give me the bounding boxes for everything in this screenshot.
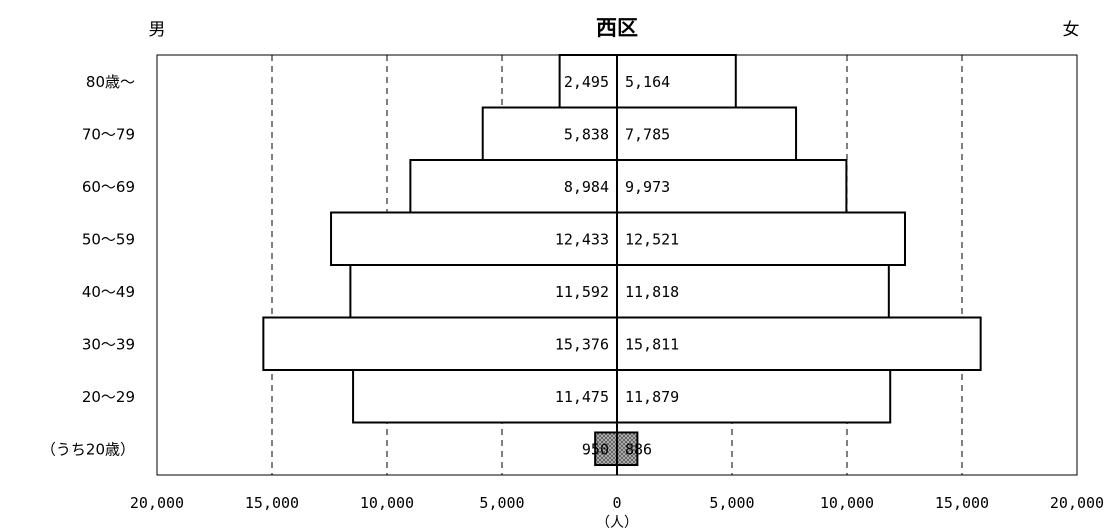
bar-female <box>616 264 890 319</box>
female-label: 女 <box>1063 20 1080 40</box>
data-label-male: 12,433 <box>555 230 609 248</box>
data-label-female: 11,879 <box>625 388 679 406</box>
data-label-male: 8,984 <box>564 178 609 196</box>
category-label: 30～39 <box>82 335 135 353</box>
male-label: 男 <box>149 20 166 40</box>
category-label: （うち20歳） <box>41 440 135 458</box>
category-label: 70～79 <box>82 125 135 143</box>
category-label: 50～59 <box>82 230 135 248</box>
data-label-female: 12,521 <box>625 230 679 248</box>
bar-male <box>409 159 619 214</box>
chart-title: 西区 <box>596 16 638 40</box>
category-labels: 80歳～ 70～79 60～69 50～59 40～49 30～39 20～29 （うち20歳… <box>41 73 135 459</box>
data-label-male: 11,475 <box>555 388 609 406</box>
category-label: 40～49 <box>82 283 135 301</box>
data-label-male: 15,376 <box>555 335 609 353</box>
bar-male <box>349 264 618 319</box>
data-label-female: 7,785 <box>625 125 670 143</box>
bar-male <box>558 54 618 109</box>
x-tick-label: 20,000 <box>1050 494 1104 512</box>
data-label-female: 5,164 <box>625 73 670 91</box>
data-label-female: 15,811 <box>625 335 679 353</box>
x-tick-label: 10,000 <box>820 494 874 512</box>
x-tick-label: 20,000 <box>130 494 184 512</box>
bar-male <box>352 369 618 424</box>
x-tick-label: 5,000 <box>479 494 524 512</box>
x-tick-label: 10,000 <box>360 494 414 512</box>
category-label: 80歳～ <box>86 73 135 91</box>
data-label-male: 11,592 <box>555 283 609 301</box>
x-tick-labels: 20,000 15,000 10,000 5,000 0 5,000 10,000 15,00… <box>130 494 1104 512</box>
data-label-male: 950 <box>582 440 609 458</box>
x-tick-label: 0 <box>612 494 621 512</box>
category-label: 60～69 <box>82 178 135 196</box>
data-label-female: 886 <box>625 440 652 458</box>
data-label-male: 5,838 <box>564 125 609 143</box>
unit-label: （人） <box>596 515 638 531</box>
data-label-male: 2,495 <box>564 73 609 91</box>
data-label-female: 11,818 <box>625 283 679 301</box>
data-label-female: 9,973 <box>625 178 670 196</box>
x-tick-label: 15,000 <box>935 494 989 512</box>
x-tick-label: 5,000 <box>709 494 754 512</box>
category-label: 20～29 <box>82 388 135 406</box>
bars: 2,495 5,164 5,838 7,785 8,984 9,973 12,433 12,5… <box>262 54 982 467</box>
x-tick-label: 15,000 <box>245 494 299 512</box>
